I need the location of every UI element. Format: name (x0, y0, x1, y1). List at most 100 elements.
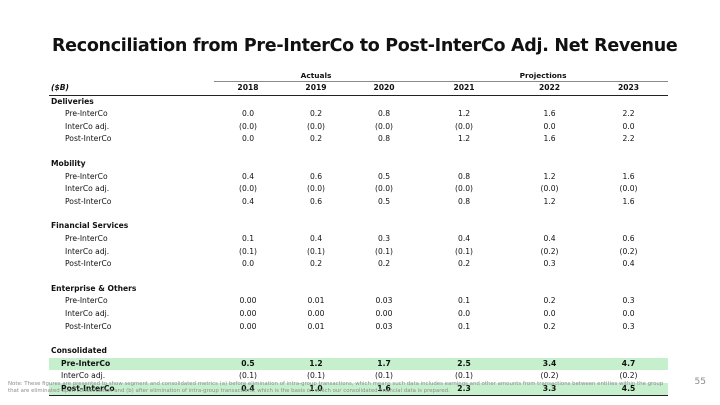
value-cell: 0.00 (239, 308, 257, 318)
value-cell: 3.4 (510, 357, 590, 371)
empty-cell (350, 283, 418, 296)
value-cell: 4.7 (589, 357, 669, 371)
row-label: Post-InterCo (49, 382, 214, 397)
table-row: Pre-InterCo 0.00 0.01 0.03 0.1 0.2 0.3 (49, 295, 668, 308)
segment-header-row: Consolidated (49, 345, 668, 358)
value-cell: 1.2 (543, 196, 556, 206)
empty-cell (350, 345, 418, 358)
segment-header-row: Mobility (49, 158, 668, 171)
value-cell: 0.5 (377, 196, 391, 206)
value-cell: 0.8 (457, 171, 471, 181)
empty-cell (418, 95, 510, 108)
row-label: Post-InterCo (65, 196, 112, 206)
value-cell: 1.2 (543, 171, 556, 181)
actuals-header: Actuals (214, 70, 419, 82)
value-cell: 0.0 (241, 109, 255, 119)
value-cell: (0.2) (619, 246, 638, 256)
value-cell: (0.0) (306, 184, 325, 194)
value-cell: (0.0) (375, 184, 394, 194)
empty-cell (510, 345, 589, 358)
value-cell: 0.0 (241, 259, 255, 269)
table-row: Post-InterCo 0.0 0.2 0.2 0.2 0.3 0.4 (49, 258, 668, 271)
row-label: InterCo adj. (61, 371, 106, 381)
value-cell: (0.0) (455, 184, 474, 194)
value-cell: 2.2 (622, 109, 635, 119)
segment-name: Mobility (51, 158, 86, 168)
unit-label: ($B) (49, 81, 214, 96)
value-cell: (0.1) (375, 371, 394, 381)
value-cell: (0.1) (238, 371, 257, 381)
value-cell: 1.6 (350, 382, 419, 397)
value-cell: 0.4 (543, 233, 556, 243)
table-row: InterCo adj. (0.0) (0.0) (0.0) (0.0) (0.0) (0.… (49, 183, 668, 196)
spacer-cell (49, 208, 668, 220)
value-cell: 0.2 (309, 259, 323, 269)
empty-cell (214, 220, 282, 233)
year-header: 2019 (282, 81, 350, 96)
value-cell: 0.00 (239, 296, 257, 306)
value-cell: 0.2 (377, 259, 391, 269)
empty-cell (589, 158, 668, 171)
row-label: Pre-InterCo (65, 233, 108, 243)
value-cell: 0.01 (307, 296, 325, 306)
page-title: Reconciliation from Pre-InterCo to Post-… (52, 36, 678, 56)
value-cell: (0.1) (455, 371, 474, 381)
value-cell: 0.5 (377, 171, 391, 181)
row-label: Pre-InterCo (49, 357, 214, 371)
table-row: InterCo adj. (0.0) (0.0) (0.0) (0.0) 0.0 0.0 (49, 121, 668, 134)
empty-cell (418, 220, 510, 233)
value-cell: 1.2 (457, 134, 471, 144)
value-cell: 0.4 (214, 382, 282, 397)
year-header-row: ($B) 2018 2019 2020 2021 2022 2023 (49, 81, 669, 96)
segment-name: Financial Services (51, 221, 129, 231)
value-cell: 0.8 (377, 109, 391, 119)
empty-cell (214, 158, 282, 171)
row-label: Pre-InterCo (65, 109, 108, 119)
value-cell: (0.0) (540, 184, 559, 194)
value-cell: 0.3 (622, 296, 635, 306)
segment-name: Consolidated (51, 346, 107, 356)
value-cell: (0.0) (238, 184, 257, 194)
value-cell: 0.00 (307, 308, 325, 318)
value-cell: 0.8 (457, 196, 471, 206)
empty-cell (589, 95, 668, 108)
segment-name: Deliveries (51, 96, 94, 106)
value-cell: 0.4 (622, 259, 635, 269)
value-cell: 0.4 (241, 196, 255, 206)
table-row: Post-InterCo 0.00 0.01 0.03 0.1 0.2 0.3 (49, 321, 668, 334)
value-cell: 0.0 (622, 121, 635, 131)
period-group-header-row: Actuals Projections (49, 70, 669, 82)
value-cell: 0.6 (309, 171, 323, 181)
value-cell: 0.2 (543, 296, 556, 306)
empty-cell (350, 158, 418, 171)
value-cell: 0.0 (543, 121, 556, 131)
value-cell: 0.8 (377, 134, 391, 144)
table-row: Pre-InterCo 0.5 1.2 1.7 2.5 3.4 4.7 (49, 357, 669, 371)
row-label: Pre-InterCo (65, 296, 108, 306)
empty-cell (350, 95, 418, 108)
segment-header-row: Deliveries (49, 95, 668, 108)
value-cell: 1.6 (622, 196, 635, 206)
table-row: Post-InterCo 0.0 0.2 0.8 1.2 1.6 2.2 (49, 133, 668, 146)
empty-cell (418, 283, 510, 296)
projections-header: Projections (418, 70, 669, 82)
value-cell: 1.0 (282, 382, 350, 397)
spacer-row (49, 208, 668, 220)
value-cell: 0.3 (543, 259, 556, 269)
value-cell: 0.0 (622, 308, 635, 318)
segment-header-row: Enterprise & Others (49, 283, 668, 296)
value-cell: 0.01 (307, 321, 325, 331)
value-cell: 0.4 (457, 233, 471, 243)
value-cell: 4.5 (589, 382, 669, 397)
value-cell: (0.2) (619, 371, 638, 381)
row-label: Post-InterCo (65, 134, 112, 144)
value-cell: (0.0) (238, 121, 257, 131)
year-header: 2020 (350, 81, 419, 96)
empty-cell (418, 158, 510, 171)
spacer-row (49, 146, 668, 158)
page-number: 55 (694, 377, 706, 387)
empty-cell (589, 283, 668, 296)
empty-cell (214, 283, 282, 296)
empty-cell (510, 95, 589, 108)
table-row: Pre-InterCo 0.4 0.6 0.5 0.8 1.2 1.6 (49, 171, 668, 184)
